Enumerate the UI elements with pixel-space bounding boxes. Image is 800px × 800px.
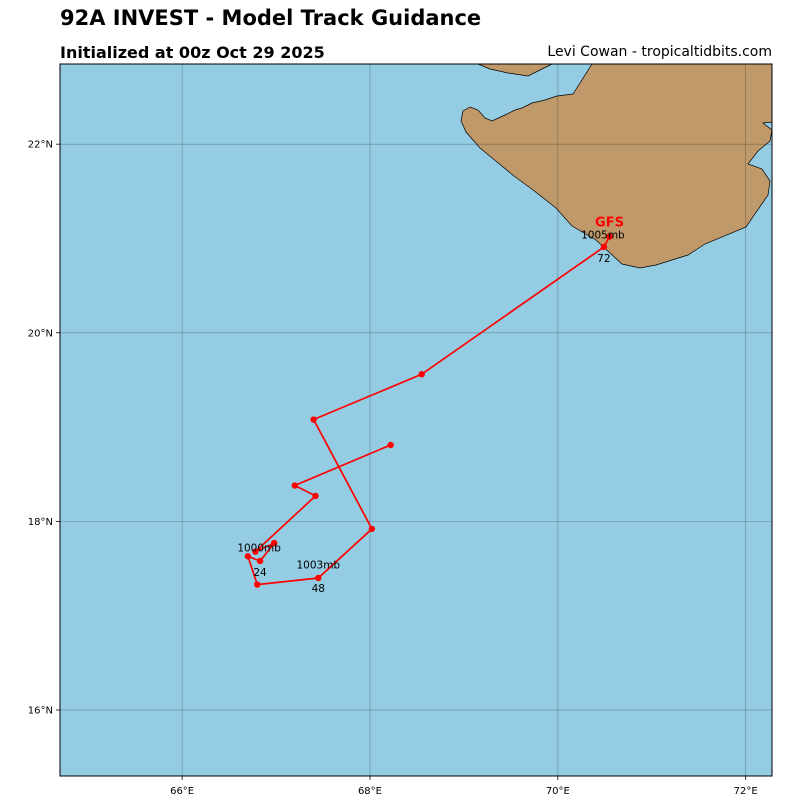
graticule (60, 64, 772, 776)
track-point-label: 1003mb (296, 560, 340, 572)
lon-tick-label: 72°E (734, 786, 758, 797)
credit-label: Levi Cowan - tropicaltidbits.com (547, 44, 772, 60)
track-point-label: 1000mb (237, 543, 281, 555)
track-point (310, 416, 317, 423)
track-point (252, 548, 259, 555)
track-point (312, 492, 319, 500)
track-point (418, 371, 425, 378)
track-point (387, 441, 394, 449)
india-coastline (460, 63, 773, 269)
track-point (600, 243, 608, 251)
track-point (315, 574, 322, 582)
track-point (244, 553, 252, 560)
axis-ticks: 66°E 68°E 70°E 72°E 16°N 18°N 20°N 22°N (28, 140, 758, 797)
land-layer (460, 63, 773, 269)
model-label: GFS (595, 216, 624, 231)
lon-tick-label: 70°E (546, 786, 570, 797)
track-point-label: 24 (253, 567, 267, 579)
lat-tick-label: 20°N (28, 328, 53, 339)
lon-tick-label: 66°E (170, 786, 194, 797)
track-layer: 1000mb 24 1003mb 48 1005mb 72 GFS (237, 216, 625, 596)
lat-tick-label: 22°N (28, 140, 53, 151)
track-point (606, 233, 613, 240)
lat-tick-label: 16°N (28, 705, 53, 716)
track-point (368, 525, 376, 533)
track-point (256, 557, 264, 565)
track-point-label: 48 (312, 583, 325, 595)
track-point (254, 581, 261, 588)
lat-tick-label: 18°N (28, 517, 53, 528)
track-point (291, 482, 299, 489)
track-line-gfs (246, 236, 611, 586)
track-point-label: 72 (597, 253, 610, 265)
init-time-subtitle: Initialized at 00z Oct 29 2025 (60, 43, 325, 62)
lon-tick-label: 68°E (358, 786, 382, 797)
track-point (270, 539, 278, 547)
map-frame (59, 63, 773, 777)
map-title: 92A INVEST - Model Track Guidance (60, 6, 482, 30)
track-point-label: 1005mb (581, 229, 625, 241)
